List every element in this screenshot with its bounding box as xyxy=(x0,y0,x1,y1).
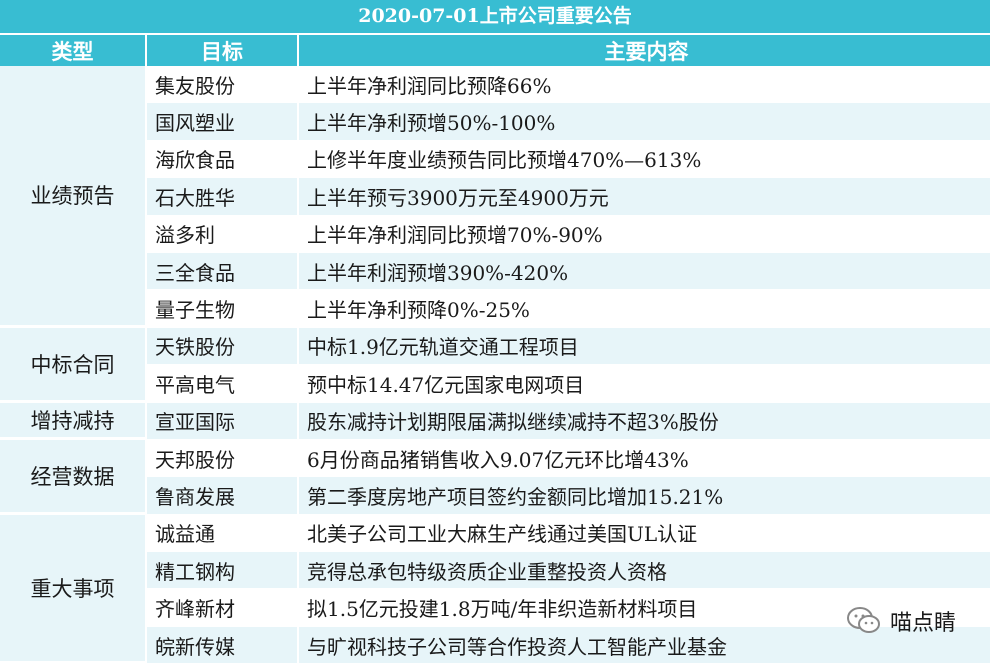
target-cell: 三全食品 xyxy=(147,252,297,291)
target-cell: 齐峰新材 xyxy=(147,589,297,627)
header-type: 类型 xyxy=(0,35,145,66)
target-cell: 石大胜华 xyxy=(147,178,297,216)
content-cell: 与旷视科技子公司等合作投资人工智能产业基金 xyxy=(299,626,990,665)
target-cell: 海欣食品 xyxy=(147,140,297,179)
target-cell: 鲁商发展 xyxy=(147,477,297,515)
announcement-table: 类型 目标 主要内容 业绩预告 集友股份 上半年净利润同比预降66% 国风塑业 上半年净… xyxy=(0,35,990,665)
content-cell: 上半年净利预增50%-100% xyxy=(299,103,990,141)
target-cell: 诚益通 xyxy=(147,514,297,553)
target-cell: 平高电气 xyxy=(147,365,297,403)
content-cell: 上半年净利预降0%-25% xyxy=(299,290,990,328)
target-cell: 集友股份 xyxy=(147,66,297,104)
target-cell: 天邦股份 xyxy=(147,439,297,478)
category-cell: 经营数据 xyxy=(0,439,145,515)
watermark-text: 喵点睛 xyxy=(889,611,956,636)
content-cell: 上半年净利润同比预增70%-90% xyxy=(299,215,990,253)
target-cell: 量子生物 xyxy=(147,290,297,328)
content-cell: 上半年预亏3900万元至4900万元 xyxy=(299,178,990,216)
wechat-icon xyxy=(846,607,880,633)
content-cell: 上半年利润预增390%-420% xyxy=(299,252,990,291)
target-cell: 溢多利 xyxy=(147,215,297,253)
content-cell: 预中标14.47亿元国家电网项目 xyxy=(299,365,990,403)
content-cell: 拟1.5亿元投建1.8万吨/年非织造新材料项目 xyxy=(299,589,990,627)
target-cell: 精工钢构 xyxy=(147,552,297,590)
target-cell: 皖新传媒 xyxy=(147,626,297,665)
content-cell: 上半年净利润同比预降66% xyxy=(299,66,990,104)
content-cell: 上修半年度业绩预告同比预增470%—613% xyxy=(299,140,990,179)
category-cell: 增持减持 xyxy=(0,402,145,440)
target-cell: 宣亚国际 xyxy=(147,402,297,440)
category-cell: 中标合同 xyxy=(0,327,145,403)
table-title: 2020-07-01上市公司重要公告 xyxy=(0,0,990,35)
watermark: 喵点睛 xyxy=(846,605,956,637)
target-cell: 国风塑业 xyxy=(147,103,297,141)
header-target: 目标 xyxy=(147,35,297,66)
content-cell: 竞得总承包特级资质企业重整投资人资格 xyxy=(299,552,990,590)
content-cell: 中标1.9亿元轨道交通工程项目 xyxy=(299,327,990,366)
content-cell: 北美子公司工业大麻生产线通过美国UL认证 xyxy=(299,514,990,553)
header-content: 主要内容 xyxy=(299,35,990,66)
content-cell: 第二季度房地产项目签约金额同比增加15.21% xyxy=(299,477,990,515)
category-cell: 重大事项 xyxy=(0,514,145,665)
content-cell: 6月份商品猪销售收入9.07亿元环比增43% xyxy=(299,439,990,478)
target-cell: 天铁股份 xyxy=(147,327,297,366)
content-cell: 股东减持计划期限届满拟继续减持不超3%股份 xyxy=(299,402,990,440)
category-cell: 业绩预告 xyxy=(0,66,145,328)
